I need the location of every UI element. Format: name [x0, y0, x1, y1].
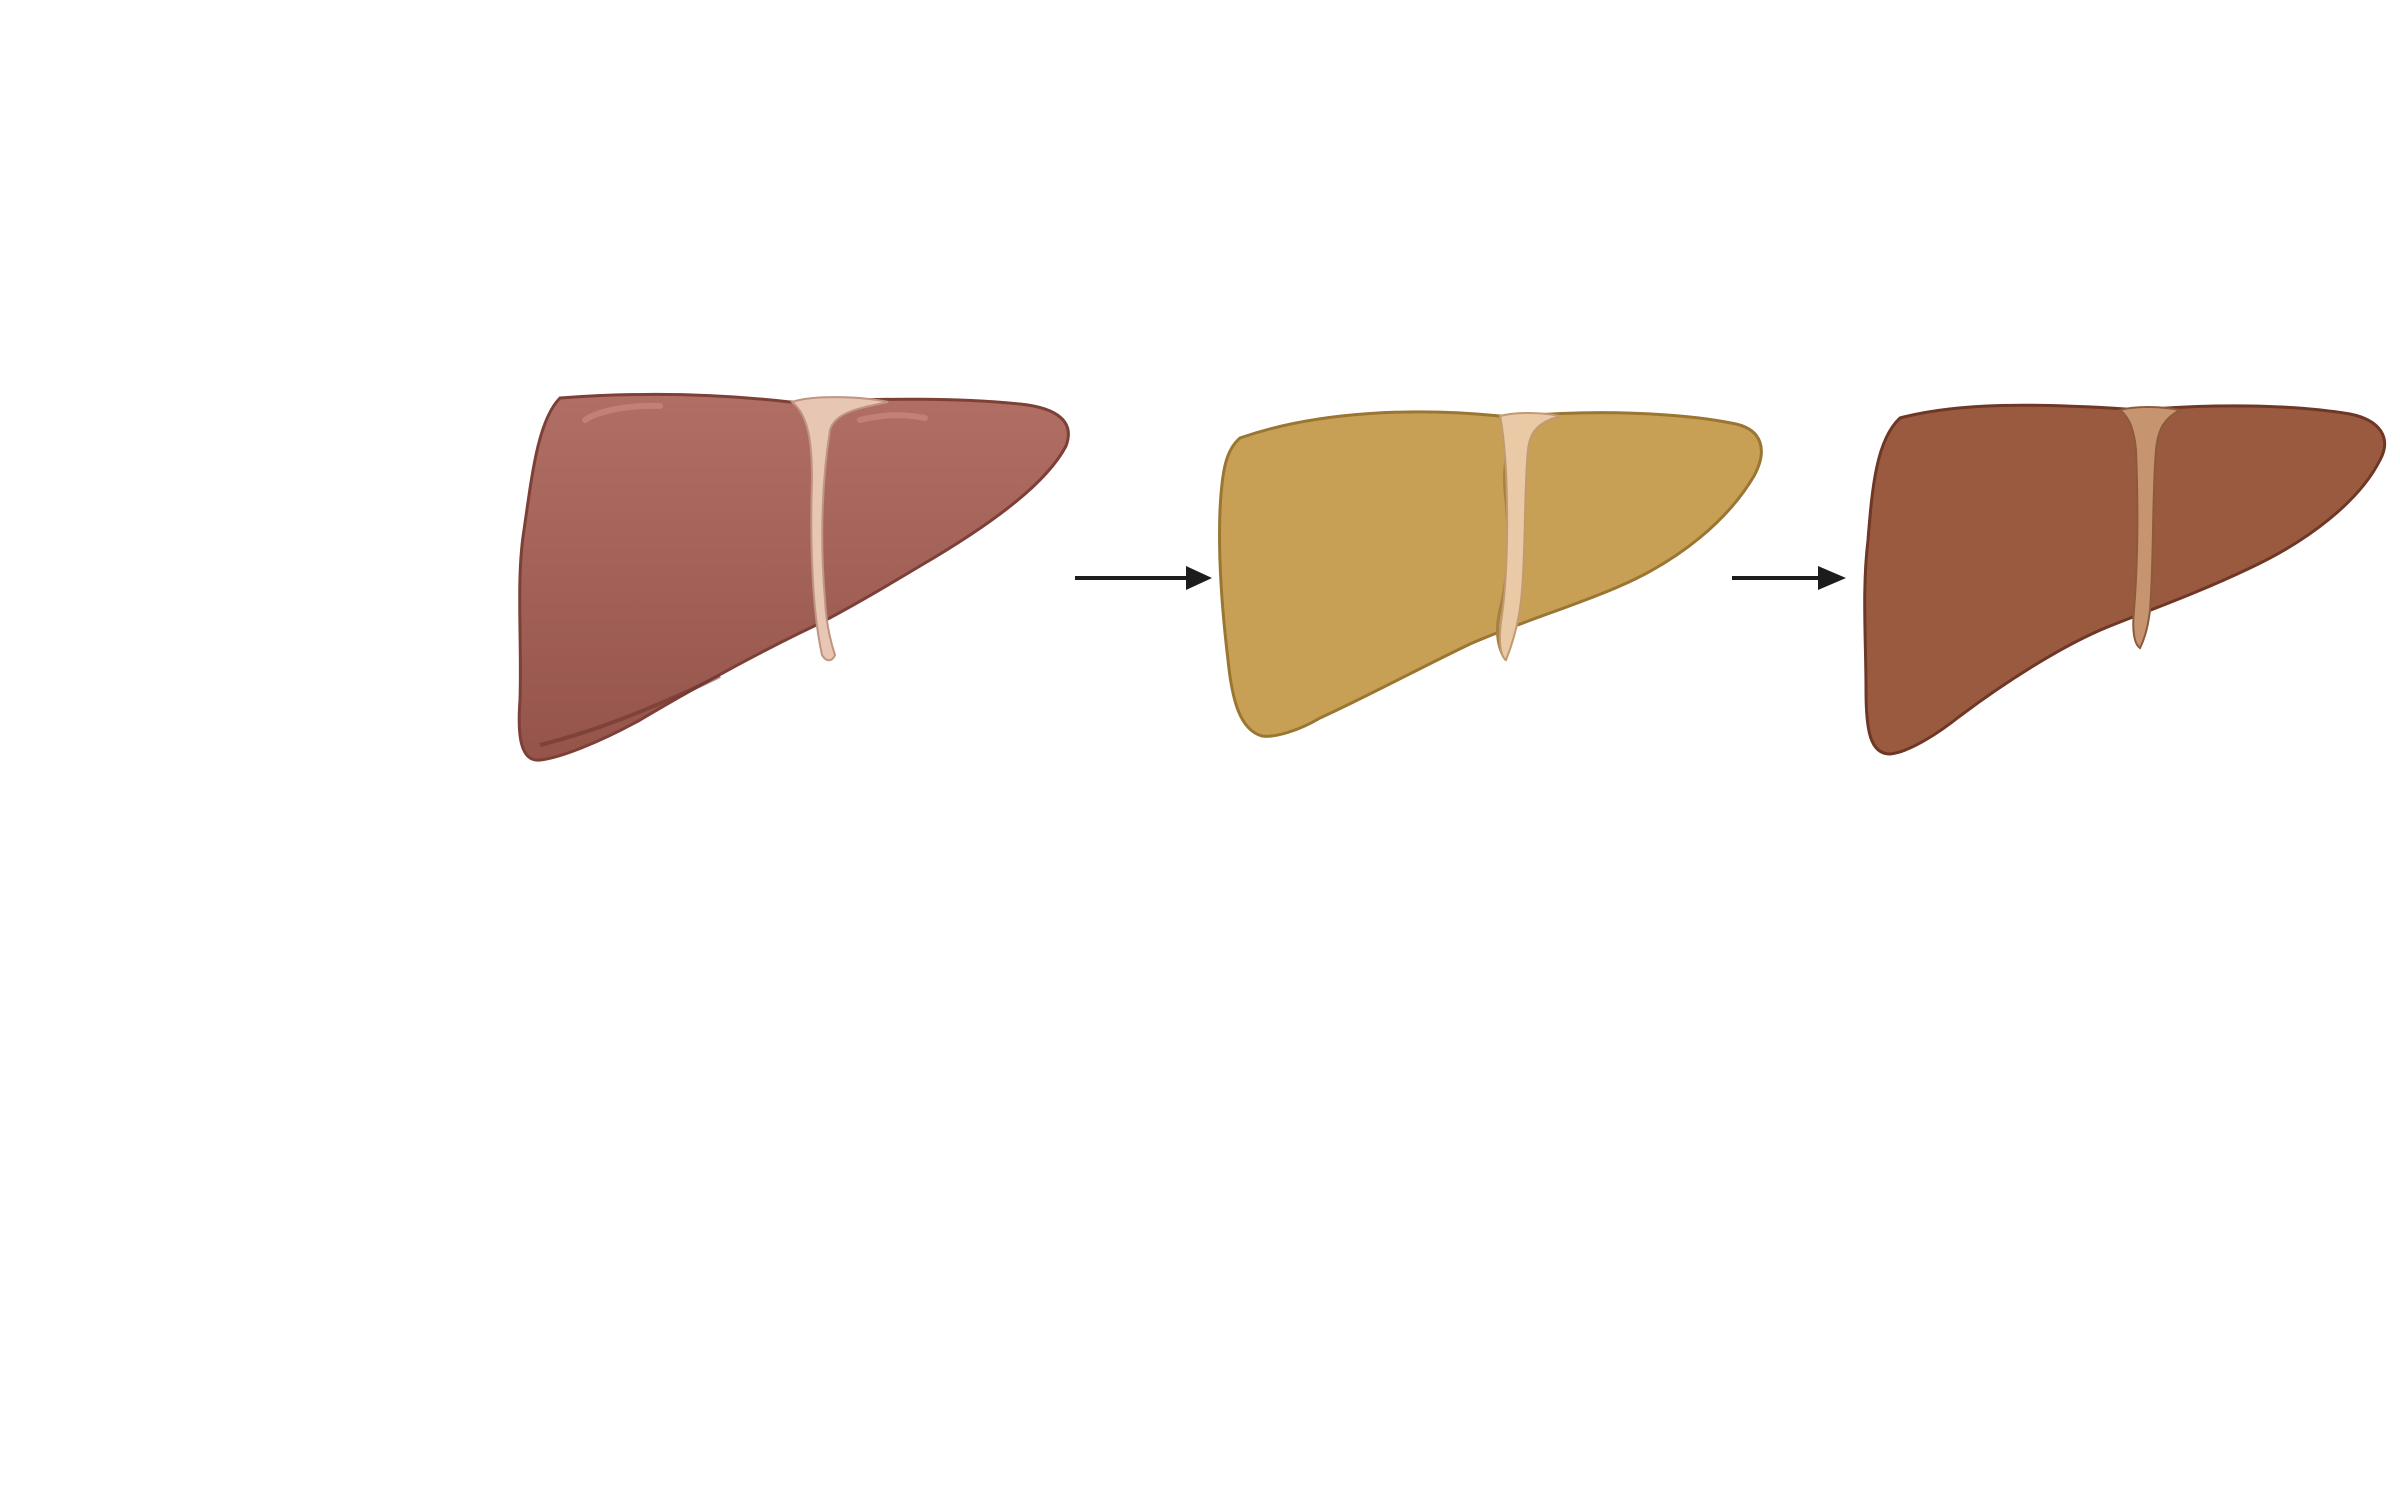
- progression-arrow-2: [1732, 566, 1846, 590]
- cirrhosis-ligament: [2117, 406, 2183, 650]
- healthy-liver: [517, 393, 1070, 762]
- progression-arrow-1: [1075, 566, 1212, 590]
- fatty-liver: [1217, 410, 1763, 738]
- fatty-ligament: [1498, 412, 1561, 662]
- cirrhotic-liver: [1863, 403, 2387, 756]
- healthy-ligament: [789, 396, 889, 662]
